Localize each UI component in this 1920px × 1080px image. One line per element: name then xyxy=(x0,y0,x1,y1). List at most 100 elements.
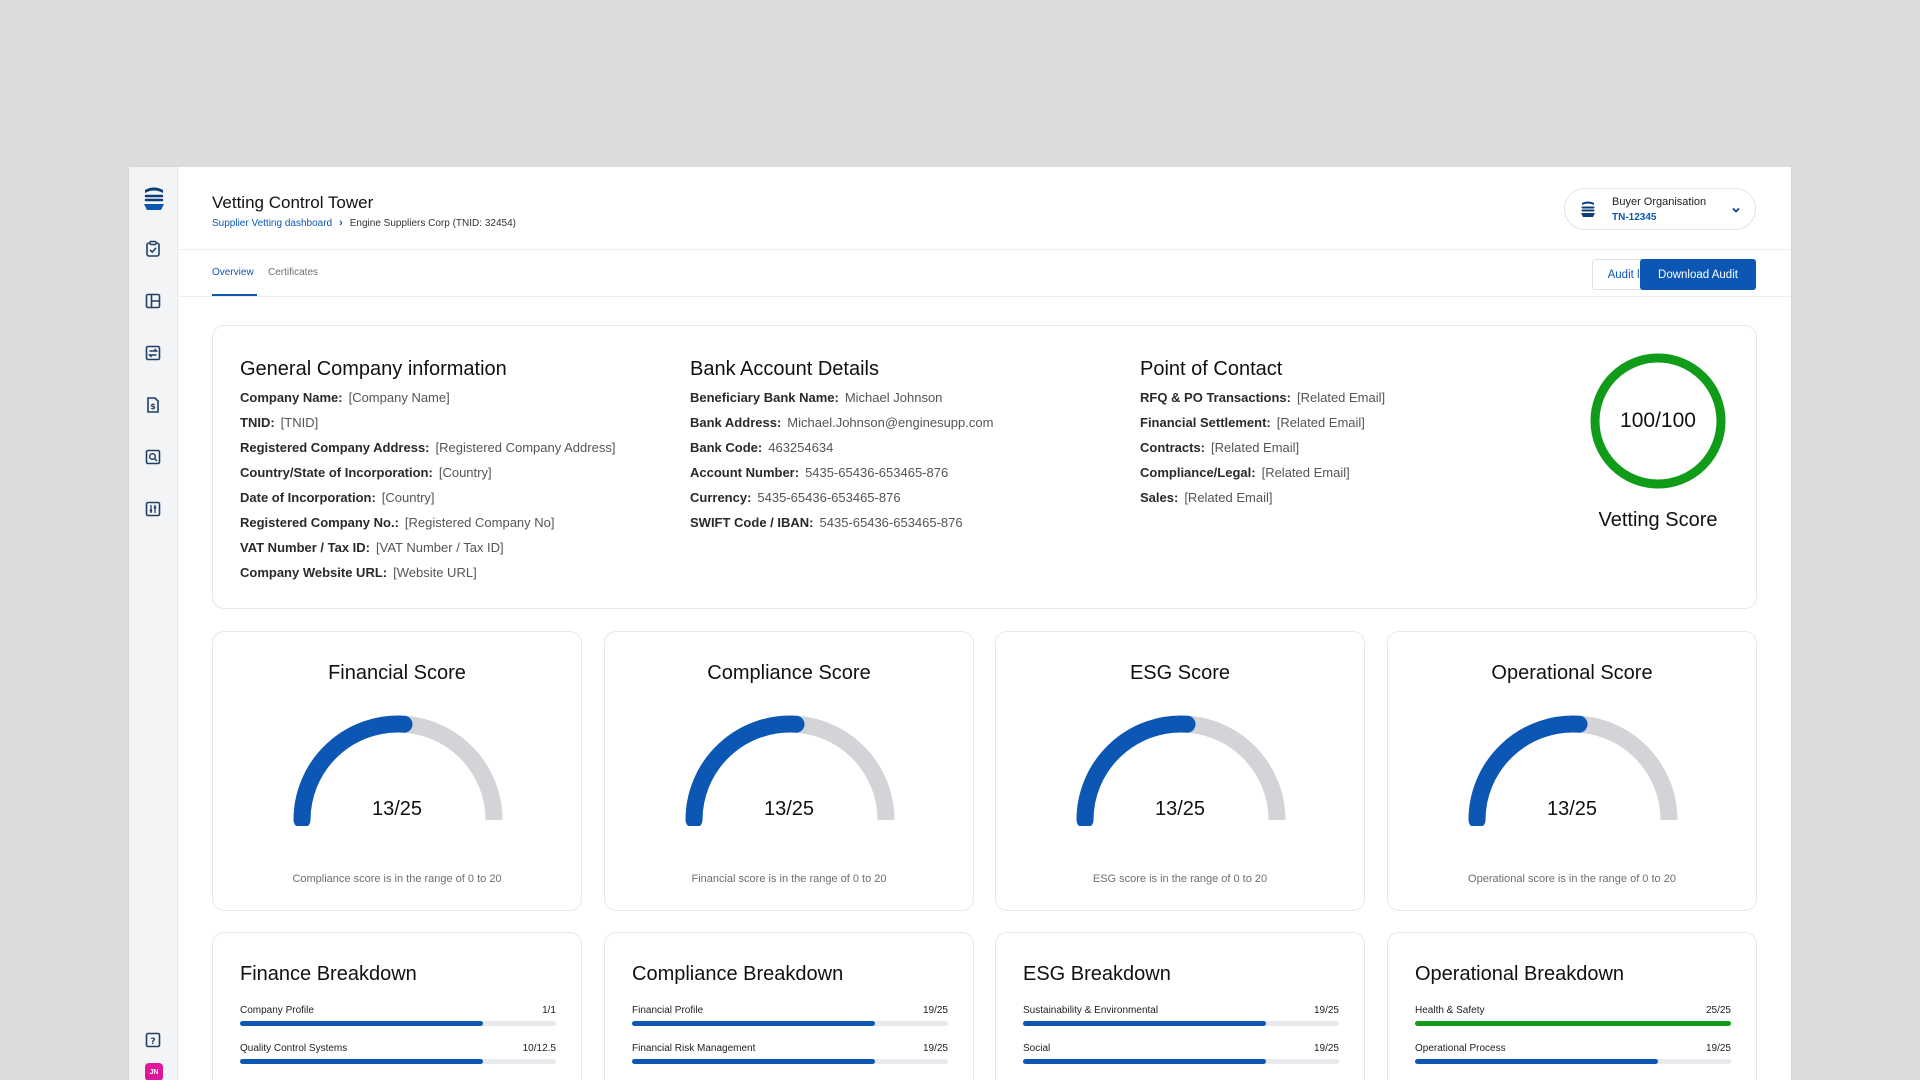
general-field-label: Country/State of Incorporation: xyxy=(240,465,433,480)
gauge-fill xyxy=(1076,715,1196,826)
score-range-note: ESG score is in the range of 0 to 20 xyxy=(1092,873,1268,885)
score-range-note: Financial score is in the range of 0 to … xyxy=(691,873,887,885)
search-document-icon[interactable] xyxy=(143,447,163,467)
contact-field-row: Contracts: [Related Email] xyxy=(1140,435,1385,460)
bank-field-row: Bank Address: Michael.Johnson@enginesupp.… xyxy=(690,410,993,435)
clipboard-check-icon[interactable] xyxy=(143,239,163,259)
progress-fill xyxy=(632,1059,876,1064)
breakdown-item-row: Quality Control Systems 10/12.5 xyxy=(240,1043,556,1054)
breakdown-item-label: Financial Profile xyxy=(632,1005,704,1016)
svg-text:?: ? xyxy=(150,1037,155,1047)
breakdown-item: Sustainability & Environmental 19/25 xyxy=(1023,1005,1339,1026)
progress-track xyxy=(1023,1021,1339,1026)
general-field-label: Date of Incorporation: xyxy=(240,490,376,505)
breakdown-item-row: Company Profile 1/1 xyxy=(240,1005,556,1016)
general-field-row: Registered Company Address: [Registered C… xyxy=(240,435,615,460)
bank-field-label: Account Number: xyxy=(690,465,800,480)
score-gauge xyxy=(1468,715,1678,826)
transfer-icon[interactable] xyxy=(143,343,163,363)
contact-field-value: [Related Email] xyxy=(1276,415,1365,430)
score-card: Financial Score 13/25 Compliance score is … xyxy=(212,631,582,911)
contact-field-label: Sales: xyxy=(1140,490,1179,505)
general-field-label: Company Website URL: xyxy=(240,565,388,580)
active-tab-indicator xyxy=(212,294,257,296)
contact-field-label: Compliance/Legal: xyxy=(1140,465,1256,480)
breakdown-item-row: Operational Process 19/25 xyxy=(1415,1043,1731,1054)
breakdown-item: Operational Process 19/25 xyxy=(1415,1043,1731,1064)
general-info-title: General Company information xyxy=(240,358,507,380)
breadcrumb-link[interactable]: Supplier Vetting dashboard xyxy=(212,217,333,229)
general-field-label: Registered Company No.: xyxy=(240,515,399,530)
breakdown-item: Financial Profile 19/25 xyxy=(632,1005,948,1026)
general-field-value: [Country] xyxy=(381,490,435,505)
bank-details-section: Bank Account Details Beneficiary Bank Na… xyxy=(690,358,993,535)
contact-field-row: Sales: [Related Email] xyxy=(1140,485,1385,510)
tab-overview[interactable]: Overview xyxy=(212,267,254,278)
progress-fill xyxy=(1023,1059,1267,1064)
contact-field-value: [Related Email] xyxy=(1261,465,1350,480)
general-field-label: Registered Company Address: xyxy=(240,440,430,455)
vetting-score-label: Vetting Score xyxy=(1598,509,1718,531)
contact-field-row: Compliance/Legal: [Related Email] xyxy=(1140,460,1385,485)
bank-field-label: Currency: xyxy=(690,490,752,505)
bank-field-row: Bank Code: 463254634 xyxy=(690,435,993,460)
general-field-value: [Company Name] xyxy=(348,390,450,405)
breakdown-item-value: 19/25 xyxy=(1313,1043,1339,1054)
general-field-label: Company Name: xyxy=(240,390,343,405)
breakdown-item-label: Health & Safety xyxy=(1415,1005,1485,1016)
general-field-value: [Registered Company Address] xyxy=(435,440,616,455)
breakdown-item: Financial Risk Management 19/25 xyxy=(632,1043,948,1064)
general-field-row: Registered Company No.: [Registered Compa… xyxy=(240,510,615,535)
help-icon[interactable]: ? xyxy=(143,1030,163,1050)
score-value: 13/25 xyxy=(1154,798,1206,820)
score-range-note: Compliance score is in the range of 0 to… xyxy=(292,873,502,885)
chevron-down-icon[interactable] xyxy=(1730,203,1742,215)
general-info-section: General Company information Company Name… xyxy=(240,358,615,585)
vetting-score-ring xyxy=(1590,353,1726,489)
progress-track xyxy=(632,1021,948,1026)
vetting-score-value: 100/100 xyxy=(1620,409,1696,432)
breakdown-item-row: Financial Risk Management 19/25 xyxy=(632,1043,948,1054)
score-gauge xyxy=(293,715,503,826)
progress-fill xyxy=(1415,1059,1659,1064)
score-value: 13/25 xyxy=(371,798,423,820)
breakdown-card: ESG Breakdown Sustainability & Environmen… xyxy=(995,932,1365,1080)
tab-certificates[interactable]: Certificates xyxy=(268,267,319,278)
bank-field-value: Michael Johnson xyxy=(844,390,943,405)
bank-field-value: 5435-65436-653465-876 xyxy=(805,465,949,480)
logo-icon[interactable] xyxy=(140,185,168,213)
chevron-right-icon: › xyxy=(339,217,343,229)
organisation-selector[interactable]: Buyer Organisation TN-12345 xyxy=(1564,188,1756,230)
breakdown-title: Operational Breakdown xyxy=(1415,963,1625,985)
page-title: Vetting Control Tower xyxy=(212,193,374,212)
page-header: Vetting Control Tower Supplier Vetting d… xyxy=(178,167,1791,250)
breakdown-item-value: 19/25 xyxy=(922,1005,948,1016)
progress-track xyxy=(1023,1059,1339,1064)
score-value: 13/25 xyxy=(763,798,815,820)
breakdown-item-label: Financial Risk Management xyxy=(632,1043,756,1054)
avatar[interactable]: JN xyxy=(145,1063,163,1080)
score-range-note: Operational score is in the range of 0 t… xyxy=(1468,873,1676,885)
score-card: ESG Score 13/25 ESG score is in the range … xyxy=(995,631,1365,911)
breadcrumb-current: Engine Suppliers Corp (TNID: 32454) xyxy=(349,217,516,229)
general-field-value: [Country] xyxy=(438,465,492,480)
layout-icon[interactable] xyxy=(143,291,163,311)
bank-field-row: SWIFT Code / IBAN: 5435-65436-653465-876 xyxy=(690,510,993,535)
breakdown-item-label: Sustainability & Environmental xyxy=(1023,1005,1159,1016)
breakdown-item-value: 19/25 xyxy=(1705,1043,1731,1054)
download-audit-button[interactable]: Download Audit xyxy=(1640,259,1756,290)
general-field-row: Company Name: [Company Name] xyxy=(240,385,615,410)
breakdown-item-label: Company Profile xyxy=(240,1005,314,1016)
contact-field-row: RFQ & PO Transactions: [Related Email] xyxy=(1140,385,1385,410)
breakdown-item-row: Social 19/25 xyxy=(1023,1043,1339,1054)
score-gauge xyxy=(685,715,895,826)
breakdown-item-value: 19/25 xyxy=(922,1043,948,1054)
organisation-label: Buyer Organisation xyxy=(1612,196,1707,208)
dollar-document-icon[interactable]: $ xyxy=(143,395,163,415)
breakdown-title: ESG Breakdown xyxy=(1023,963,1171,985)
settings-sliders-icon[interactable] xyxy=(143,499,163,519)
bank-field-label: Bank Address: xyxy=(690,415,782,430)
bank-field-label: Beneficiary Bank Name: xyxy=(690,390,839,405)
sidebar: $ ? JN xyxy=(129,167,178,1080)
gauge-fill xyxy=(685,715,805,826)
